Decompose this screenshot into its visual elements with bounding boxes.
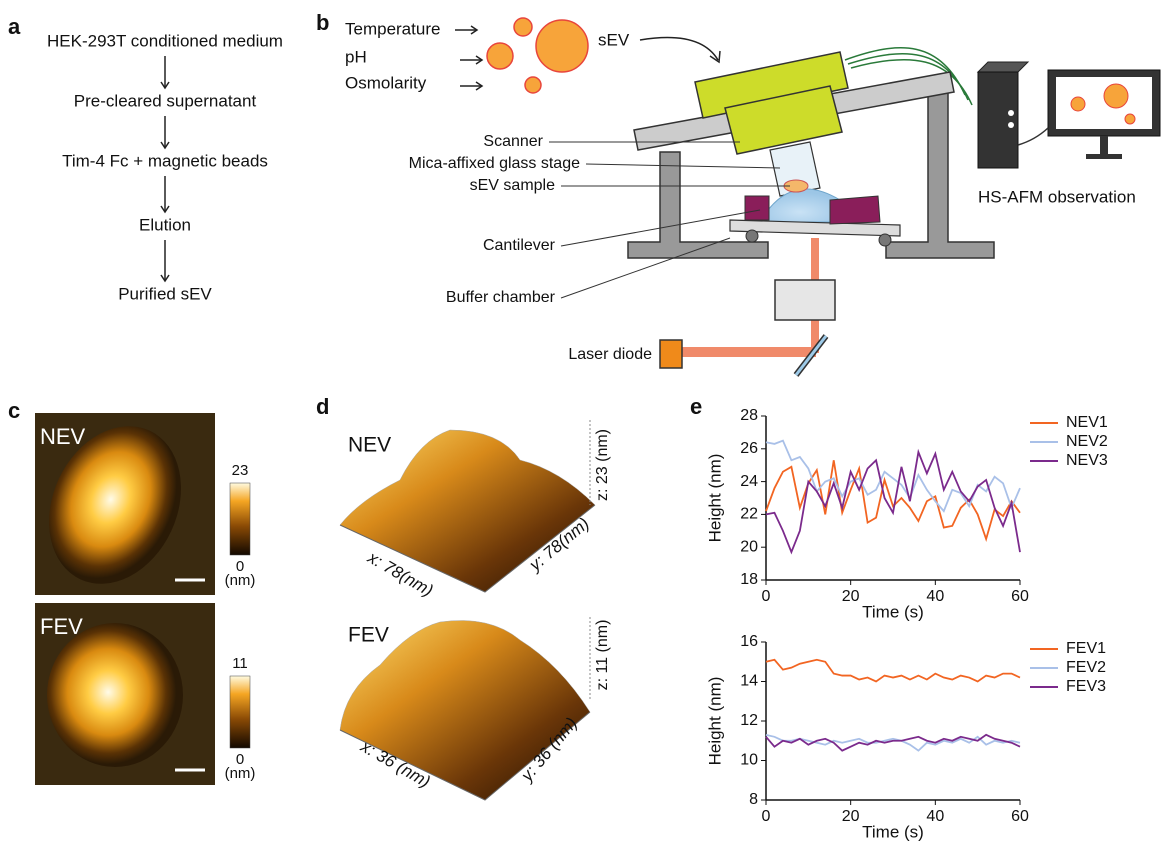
wheel bbox=[879, 234, 891, 246]
figure: a HEK-293T conditioned medium Pre-cleared … bbox=[0, 0, 1166, 852]
legend-label: FEV1 bbox=[1066, 640, 1106, 657]
colorbar-unit: (nm) bbox=[225, 572, 256, 589]
series-line bbox=[766, 735, 1020, 751]
panel-label: d bbox=[316, 394, 329, 419]
part-label: Mica-affixed glass stage bbox=[409, 155, 580, 172]
y-tick-label: 10 bbox=[740, 752, 758, 769]
y-tick-label: 16 bbox=[740, 633, 758, 650]
image-label: FEV bbox=[348, 624, 389, 647]
tower bbox=[978, 72, 1018, 168]
monitor-stand bbox=[1086, 154, 1122, 159]
part-label: Cantilever bbox=[483, 237, 556, 254]
flow-step: HEK-293T conditioned medium bbox=[47, 31, 283, 50]
monitor-stand bbox=[1100, 136, 1108, 156]
y-axis-title: Height (nm) bbox=[705, 454, 724, 543]
vesicle bbox=[525, 77, 541, 93]
x-tick-label: 20 bbox=[842, 588, 860, 605]
condition: pH bbox=[345, 47, 367, 66]
legend-label: NEV1 bbox=[1066, 414, 1108, 431]
afm-particle bbox=[47, 623, 183, 767]
legend-label: FEV3 bbox=[1066, 678, 1106, 695]
series-line bbox=[766, 660, 1020, 682]
screen bbox=[1056, 77, 1152, 129]
panel-label: a bbox=[8, 14, 21, 39]
y-tick-label: 18 bbox=[740, 571, 758, 588]
detector bbox=[775, 280, 835, 320]
series-line bbox=[766, 460, 1020, 539]
x-tick-label: 20 bbox=[842, 808, 860, 825]
vesicle bbox=[1071, 97, 1085, 111]
z-axis-label: z: 23 (nm) bbox=[594, 429, 611, 501]
legend-label: FEV2 bbox=[1066, 659, 1106, 676]
vesicle bbox=[536, 20, 588, 72]
x-tick-label: 60 bbox=[1011, 588, 1029, 605]
part-label: Buffer chamber bbox=[446, 289, 556, 306]
sev-label: sEV bbox=[598, 30, 630, 49]
colorbar bbox=[230, 483, 250, 555]
y-tick-label: 22 bbox=[740, 506, 758, 523]
x-tick-label: 60 bbox=[1011, 808, 1029, 825]
y-tick-label: 24 bbox=[740, 473, 758, 490]
condition: Osmolarity bbox=[345, 73, 427, 92]
vesicle bbox=[1104, 84, 1128, 108]
flow-step: Elution bbox=[139, 215, 191, 234]
leader bbox=[586, 164, 780, 168]
tower bbox=[978, 62, 1028, 72]
x-axis-title: Time (s) bbox=[862, 602, 924, 621]
arrow bbox=[640, 38, 718, 61]
laser-diode bbox=[660, 340, 682, 368]
series-line bbox=[766, 441, 1020, 512]
button bbox=[1008, 110, 1014, 116]
panel-label: e bbox=[690, 394, 702, 419]
y-tick-label: 26 bbox=[740, 440, 758, 457]
vesicle bbox=[514, 18, 532, 36]
y-tick-label: 8 bbox=[749, 791, 758, 808]
part-label: Scanner bbox=[483, 133, 543, 150]
flow-step: Purified sEV bbox=[118, 284, 212, 303]
x-tick-label: 0 bbox=[762, 588, 771, 605]
image-label: NEV bbox=[40, 424, 86, 449]
legend-label: NEV2 bbox=[1066, 433, 1108, 450]
cable bbox=[1018, 128, 1048, 145]
holder bbox=[745, 196, 769, 220]
button bbox=[1008, 122, 1014, 128]
dome bbox=[760, 189, 840, 222]
y-tick-label: 14 bbox=[740, 673, 758, 690]
wheel bbox=[746, 230, 758, 242]
y-tick-label: 20 bbox=[740, 538, 758, 555]
panel-label: c bbox=[8, 398, 20, 423]
y-tick-label: 12 bbox=[740, 712, 758, 729]
observation-label: HS-AFM observation bbox=[978, 187, 1136, 206]
image-label: FEV bbox=[40, 614, 83, 639]
colorbar-unit: (nm) bbox=[225, 765, 256, 782]
x-tick-label: 40 bbox=[926, 808, 944, 825]
z-axis-label: z: 11 (nm) bbox=[594, 620, 611, 691]
beam bbox=[682, 347, 816, 357]
y-axis-title: Height (nm) bbox=[705, 677, 724, 766]
panel-label: b bbox=[316, 10, 329, 35]
x-tick-label: 40 bbox=[926, 588, 944, 605]
holder bbox=[830, 196, 880, 224]
flow-step: Tim-4 Fc + magnetic beads bbox=[62, 151, 268, 170]
colorbar-max: 11 bbox=[232, 655, 248, 672]
series-line bbox=[766, 452, 1020, 552]
part-label: sEV sample bbox=[470, 177, 555, 194]
condition: Temperature bbox=[345, 19, 440, 38]
y-tick-label: 28 bbox=[740, 407, 758, 424]
colorbar-max: 23 bbox=[232, 462, 249, 479]
vesicle bbox=[487, 43, 513, 69]
legend-label: NEV3 bbox=[1066, 452, 1108, 469]
flow-step: Pre-cleared supernatant bbox=[74, 91, 257, 110]
afm-surface bbox=[340, 620, 590, 800]
laser-label: Laser diode bbox=[568, 346, 652, 363]
image-label: NEV bbox=[348, 434, 391, 457]
x-axis-title: Time (s) bbox=[862, 822, 924, 841]
colorbar bbox=[230, 676, 250, 748]
x-tick-label: 0 bbox=[762, 808, 771, 825]
vesicle bbox=[1125, 114, 1135, 124]
